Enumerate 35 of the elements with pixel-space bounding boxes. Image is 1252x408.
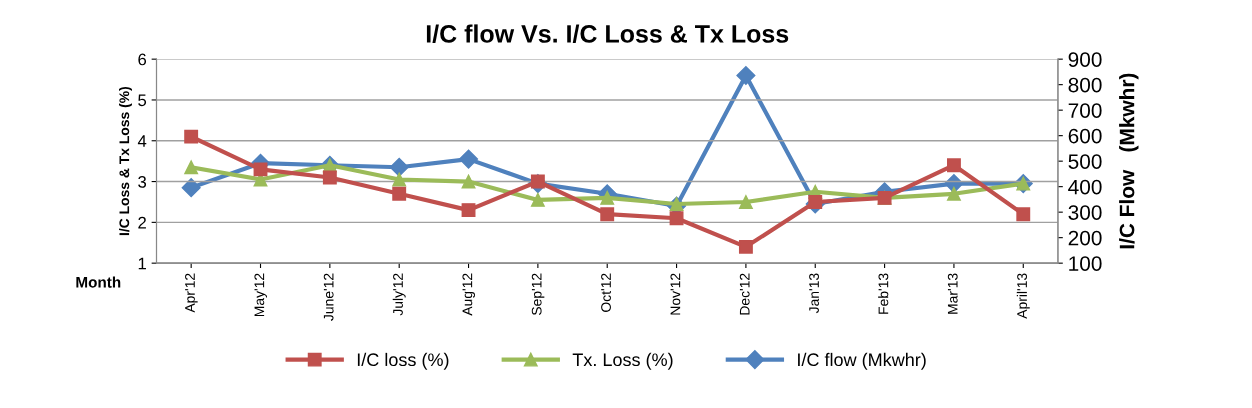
x-tick-label: Jan'13 [809,273,819,314]
y2-tick-label: 500 [1068,154,1102,169]
y2-tick-label: 100 [1069,256,1102,271]
x-axis-title: Month [76,276,121,288]
y2-tick-label: 900 [1068,52,1102,67]
x-tick-label: Mar'13 [947,273,958,314]
x-tick-label: Dec'12 [739,273,750,315]
x-tick-label: Oct'12 [601,273,611,312]
y-tick-label: 2 [138,216,146,229]
legend-label: I/C loss (%) [357,352,449,370]
x-tick-label: Feb'13 [878,273,889,314]
y-tick-label: 1 [138,257,146,270]
x-tick-label: July'12 [392,273,406,316]
y2-tick-label: 700 [1068,103,1102,118]
chart-title: I/C flow Vs. I/C Loss & Tx Loss [426,24,789,43]
y2-tick-label: 800 [1068,77,1102,93]
y-tick-label: 6 [138,53,147,66]
x-tick-label: Aug'12 [462,273,476,316]
y-tick-label: 3 [138,175,147,188]
legend-label: I/C flow (Mkwhr) [798,352,926,370]
x-tick-label: Nov'12 [670,273,681,315]
y-tick-label: 5 [138,94,147,107]
y2-tick-label: 400 [1068,179,1102,195]
x-tick-label: June'12 [323,273,334,321]
y2-tick-label: 600 [1068,128,1102,144]
y2-axis-title: I/C Flow (Mkwhr) [1119,73,1139,249]
y2-tick-label: 300 [1068,205,1102,220]
y2-tick-label: 200 [1068,230,1102,246]
y-axis-title: I/C Loss & Tx Loss (%) [119,86,132,236]
legend-label: Tx. Loss (%) [572,352,673,370]
x-tick-label: Apr'12 [185,273,198,313]
y-tick-label: 4 [137,135,147,147]
x-tick-label: April'13 [1016,273,1030,319]
x-tick-label: May'12 [254,273,267,317]
x-tick-label: Sep'12 [531,273,545,316]
